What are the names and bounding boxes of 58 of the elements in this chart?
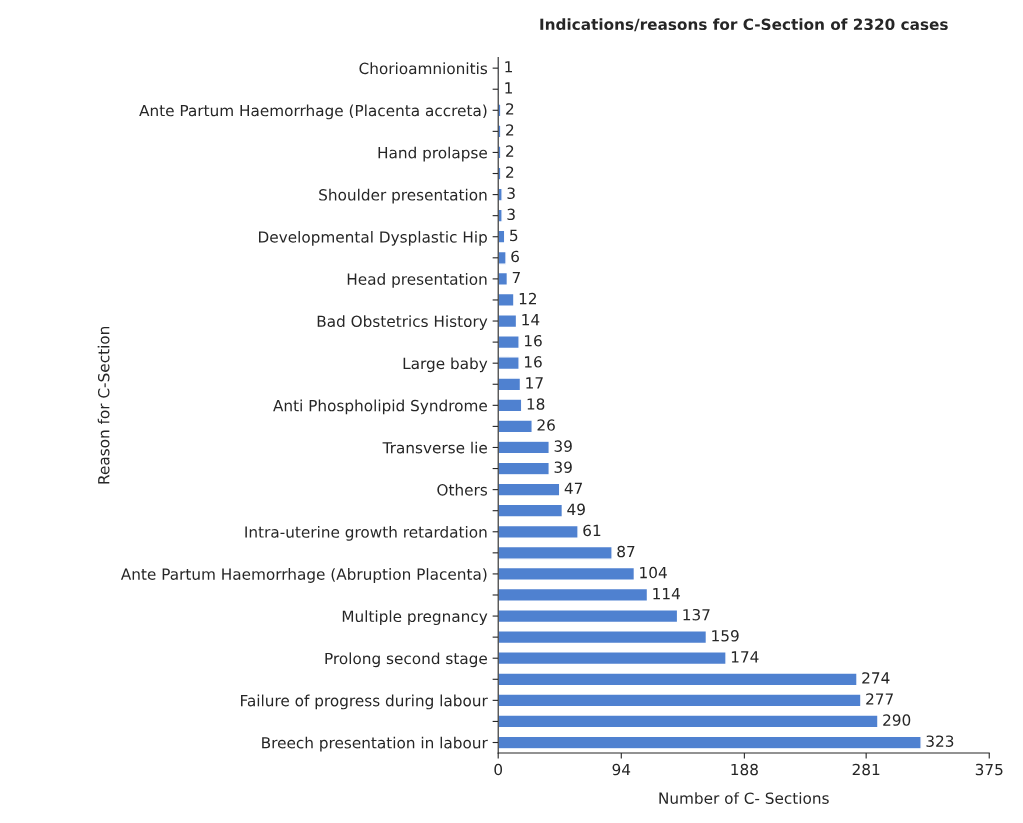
- x-tick-label: 0: [494, 763, 503, 776]
- y-tick-label: Ante Partum Haemorrhage (Placenta accreta): [139, 104, 487, 120]
- data-label: 3: [507, 187, 515, 200]
- y-tick-label: Large baby: [403, 357, 488, 373]
- data-label: 16: [525, 334, 542, 347]
- y-tick-label: Intra-uterine growth retardation: [245, 525, 487, 541]
- data-label: 137: [683, 608, 710, 621]
- data-label: 14: [522, 314, 540, 326]
- y-tick-label: Chorioamnionitis: [359, 62, 488, 75]
- data-label: 18: [527, 398, 545, 410]
- data-label: 290: [883, 714, 911, 726]
- data-label: 1: [505, 61, 512, 73]
- data-label: 104: [640, 566, 667, 579]
- data-label: 3: [507, 208, 515, 221]
- data-label: 274: [862, 672, 890, 684]
- data-label: 16: [525, 356, 542, 368]
- data-label: 12: [519, 292, 536, 305]
- y-tick-label: Multiple pregnancy: [342, 610, 488, 626]
- data-label: 2: [506, 145, 514, 157]
- data-label: 87: [617, 545, 635, 558]
- data-label: 17: [526, 377, 543, 389]
- x-axis-title: Number of C- Sections: [659, 792, 829, 804]
- data-label: 6: [511, 250, 519, 263]
- data-label: 39: [554, 461, 572, 473]
- data-label: 39: [554, 440, 572, 452]
- data-label: 159: [712, 630, 739, 642]
- y-tick-label: Bad Obstetrics History: [317, 315, 488, 331]
- y-tick-label: Transverse lie: [382, 441, 487, 454]
- data-label: 47: [564, 482, 583, 494]
- y-axis-title: Reason for C-Section: [97, 326, 110, 484]
- y-tick-label: Hand prolapse: [378, 146, 487, 162]
- chart-title: Indications/reasons for C-Section of 2320 cases: [540, 18, 948, 32]
- data-label: 7: [512, 271, 520, 284]
- x-tick-label: 188: [731, 763, 758, 776]
- y-tick-label: Failure of progress during labour: [241, 694, 488, 710]
- data-label: 61: [583, 524, 601, 537]
- data-label: 277: [866, 693, 893, 705]
- data-label: 114: [653, 588, 680, 600]
- data-label: 1: [505, 82, 512, 94]
- y-tick-label: Ante Partum Haemorrhage (Abruption Placenta): [120, 568, 487, 583]
- y-tick-label: Breech presentation in labour: [262, 736, 488, 752]
- y-tick-label: Prolong second stage: [325, 652, 487, 668]
- data-label: 174: [731, 651, 759, 663]
- y-tick-label: Anti Phospholipid Syndrome: [273, 399, 487, 415]
- data-label: 2: [506, 166, 514, 178]
- data-label: 2: [506, 124, 514, 136]
- data-label: 49: [567, 503, 585, 516]
- data-label: 26: [537, 419, 555, 431]
- x-tick-label: 281: [852, 763, 880, 776]
- data-label: 2: [506, 103, 514, 115]
- y-tick-label: Shoulder presentation: [319, 188, 487, 204]
- y-tick-label: Head presentation: [347, 273, 487, 288]
- x-tick-label: 94: [612, 763, 631, 776]
- y-tick-label: Others: [437, 483, 488, 496]
- y-tick-label: Developmental Dysplastic Hip: [259, 230, 487, 246]
- data-label: 5: [510, 229, 518, 242]
- x-tick-label: 375: [975, 763, 1003, 776]
- data-label: 323: [926, 735, 954, 747]
